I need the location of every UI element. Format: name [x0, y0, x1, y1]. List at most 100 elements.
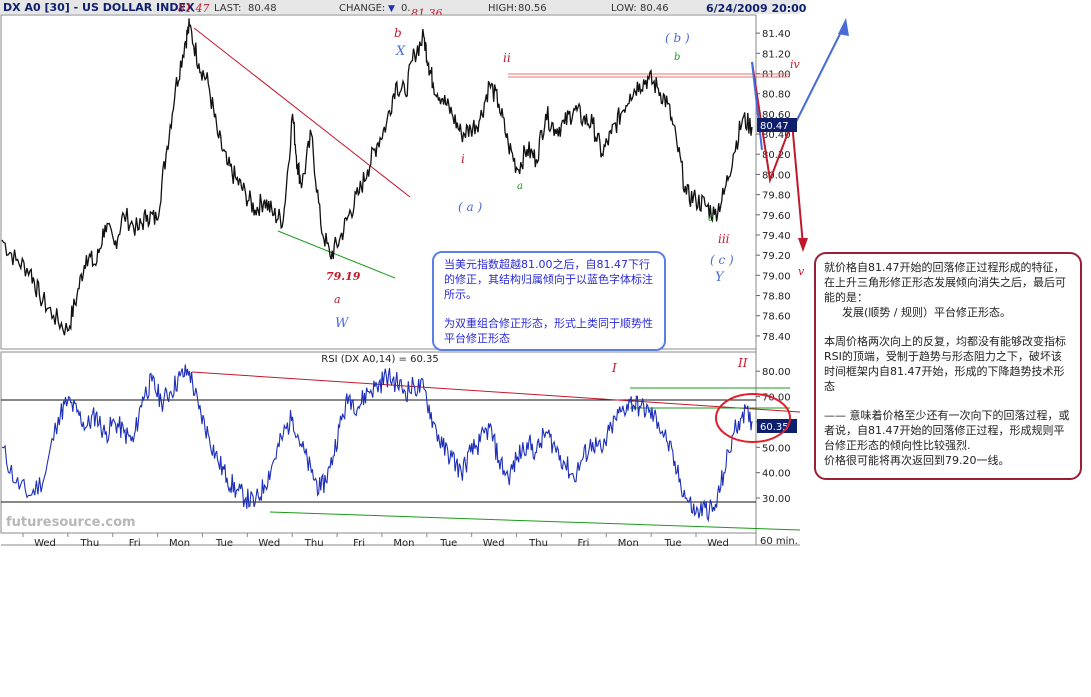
x-unit-label: 60 min. [760, 536, 798, 547]
x-tick-label: Tue [439, 538, 457, 549]
change-value: 0. [401, 3, 411, 14]
wave-label: ( a ) [458, 200, 482, 214]
rsi-trendline-red [191, 371, 801, 413]
high-value: 80.56 [518, 3, 547, 14]
price-y-tick-label: 81.00 [762, 70, 791, 81]
wave-label: iv [790, 58, 801, 71]
price-y-tick-label: 79.00 [762, 271, 791, 282]
rsi-title: RSI (DX A0,14) = 60.35 [321, 354, 438, 365]
wave-label: iii [718, 232, 730, 246]
symbol-title: DX A0 [30] - US DOLLAR INDEX [3, 1, 195, 14]
note-red-paragraph-1: 就价格自81.47开始的回落修正过程形成的特征，在上升三角形修正形态发展倾向消失… [824, 261, 1066, 304]
price-y-tick-label: 81.20 [762, 49, 791, 60]
wave-label: a [517, 181, 523, 192]
rsi-trendline-green [269, 511, 801, 531]
analysis-note-blue: 当美元指数超越81.00之后，自81.47下行的修正，其结构归属倾向于以蓝色字体… [432, 251, 666, 351]
price-y-tick-label: 80.80 [762, 90, 791, 101]
low-value: 80.46 [640, 3, 669, 14]
price-y-tick-label: 80.60 [762, 110, 791, 121]
wave-label: ii [503, 51, 511, 65]
wave-label: Y [715, 270, 725, 285]
low-label: LOW: [611, 3, 637, 14]
last-value: 80.48 [248, 3, 277, 14]
rsi-last-badge [757, 419, 797, 433]
wave-label: a [334, 293, 341, 306]
x-tick-label: Wed [258, 538, 280, 549]
header-bar [0, 0, 800, 14]
x-tick-label: Tue [215, 538, 233, 549]
analysis-note-red: 就价格自81.47开始的回落修正过程形成的特征，在上升三角形修正形态发展倾向消失… [814, 252, 1082, 480]
change-down-icon: ▼ [388, 4, 395, 14]
note-gap [824, 394, 1072, 408]
rsi-y-tick-label: 40.00 [762, 469, 791, 480]
x-tick-label: Fri [353, 538, 365, 549]
low-value-label: 79.19 [326, 270, 361, 283]
price-y-tick-label: 78.40 [762, 332, 791, 343]
x-tick-label: Tue [664, 538, 682, 549]
x-tick-label: Wed [483, 538, 505, 549]
rsi-last-badge-text: 60.35 [760, 422, 789, 433]
price-y-tick-label: 81.40 [762, 29, 791, 40]
price-y-axis: 81.40 81.20 81.00 80.80 80.60 80.40 80.20 80.00… [756, 29, 791, 343]
x-tick-label: Thu [528, 538, 548, 549]
rsi-y-tick-label: 80.00 [762, 367, 791, 378]
price-y-tick-label: 80.00 [762, 170, 791, 181]
projection-path-blue [795, 29, 843, 123]
note-blue-paragraph-2: 为双重组合修正形态，形式上类同于顺势性平台修正形态 [444, 317, 653, 345]
note-blue-paragraph-1: 当美元指数超越81.00之后，自81.47下行的修正，其结构归属倾向于以蓝色字体… [444, 258, 653, 301]
wave-label: c [708, 213, 714, 224]
note-red-paragraph-3: 本周价格两次向上的反复，均都没有能够改变指标RSI的顶端，受制于趋势与形态阻力之… [824, 335, 1066, 393]
projection-arrowhead-red [798, 238, 808, 252]
price-series-line [1, 18, 753, 336]
wave-label: v [798, 265, 805, 278]
note-gap [444, 302, 656, 316]
price-trendline-green [277, 230, 396, 279]
price-y-tick-label: 78.80 [762, 292, 791, 303]
price-y-tick-label: 79.60 [762, 211, 791, 222]
x-tick-label: Wed [34, 538, 56, 549]
note-red-paragraph-4: —— 意味着价格至少还有一次向下的回落过程，或者说，自81.47开始的回落修正过… [824, 409, 1070, 452]
x-tick-label: Mon [169, 538, 190, 549]
wave-label: ( c ) [710, 253, 734, 267]
x-tick-label: Fri [129, 538, 141, 549]
price-y-tick-label: 78.60 [762, 312, 791, 323]
overlay-high-label: 81.47 [178, 2, 210, 15]
rsi-series-line [1, 364, 753, 523]
wave-label: X [395, 44, 406, 59]
rsi-y-tick-label: 50.00 [762, 443, 791, 454]
x-tick-label: Fri [577, 538, 589, 549]
price-y-tick-label: 80.20 [762, 150, 791, 161]
projection-blue-down [751, 61, 763, 151]
rsi-wave-label: II [737, 356, 748, 370]
change-label: CHANGE: [339, 3, 385, 14]
rsi-panel [0, 351, 757, 534]
note-red-paragraph-5: 价格很可能将再次返回到79.20一线。 [824, 454, 1010, 467]
high-label: HIGH: [488, 3, 517, 14]
x-tick-label: Mon [393, 538, 414, 549]
watermark-logo: futuresource.com [6, 515, 136, 530]
datetime-label: 6/24/2009 20:00 [706, 2, 807, 15]
price-y-tick-label: 79.40 [762, 231, 791, 242]
x-tick-label: Wed [707, 538, 729, 549]
projection-arrowhead-blue [838, 18, 849, 36]
wave-label: i [461, 152, 465, 166]
price-y-tick-label: 79.20 [762, 251, 791, 262]
price-last-badge [757, 118, 797, 132]
note-red-paragraph-2: 发展(顺势 / 规则）平台修正形态。 [842, 306, 1011, 319]
wave-label: ( b ) [665, 31, 690, 45]
price-last-badge-text: 80.47 [760, 121, 789, 132]
last-label: LAST: [214, 3, 241, 14]
x-axis: Wed Thu Fri Mon Tue Wed Thu Fri Mon Tue Wed Thu Fri M… [22, 533, 729, 549]
wave-label: b [674, 52, 680, 63]
rsi-y-tick-label: 30.00 [762, 494, 791, 505]
x-tick-label: Thu [304, 538, 324, 549]
x-tick-label: Thu [79, 538, 99, 549]
price-y-tick-label: 80.40 [762, 130, 791, 141]
wave-label: W [335, 316, 350, 331]
note-gap [824, 320, 1072, 334]
rsi-wave-label: I [611, 361, 617, 375]
x-tick-label: Mon [618, 538, 639, 549]
price-y-tick-label: 79.80 [762, 191, 791, 202]
price-trendline-red [193, 27, 411, 198]
